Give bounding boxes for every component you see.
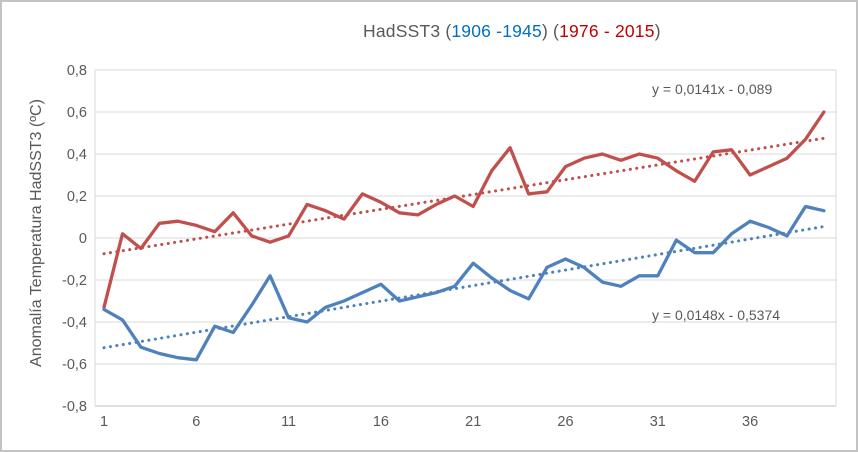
y-tick-label: 0 xyxy=(79,231,87,247)
title-suffix: ) xyxy=(654,21,661,41)
trendline-1976-2015 xyxy=(102,136,826,256)
y-tick-label: -0,4 xyxy=(62,315,87,331)
y-tick-label: -0,6 xyxy=(62,357,87,373)
y-tick-label: 0,8 xyxy=(67,63,87,79)
x-tick-label: 6 xyxy=(192,414,200,430)
y-axis-title: Anomalía Temperatura HadSST3 (ºC) xyxy=(28,99,45,367)
y-tick-label: -0,2 xyxy=(62,273,87,289)
x-tick-label: 21 xyxy=(465,414,481,430)
x-tick-label: 26 xyxy=(557,414,573,430)
series-line-1906-1945 xyxy=(102,204,826,362)
x-tick-label: 36 xyxy=(742,414,758,430)
chart-title: HadSST3 (1906 -1945) (1976 - 2015) xyxy=(363,21,661,42)
title-period-1906-1945: 1906 -1945 xyxy=(451,21,542,41)
y-tick-label: 0,2 xyxy=(67,189,87,205)
x-tick-label: 31 xyxy=(650,414,666,430)
x-tick-label: 11 xyxy=(281,414,296,430)
y-tick-label: 0,4 xyxy=(67,147,87,163)
trendline-equation-blue: y = 0,0148x - 0,5374 xyxy=(652,307,781,323)
x-tick-label: 1 xyxy=(100,414,108,430)
title-separator: ) ( xyxy=(541,21,560,41)
series-line-1976-2015 xyxy=(102,110,826,309)
title-prefix: HadSST3 ( xyxy=(363,21,452,41)
trendline-equation-red: y = 0,0141x - 0,089 xyxy=(652,81,773,97)
x-tick-label: 16 xyxy=(373,414,389,430)
trendline-1906-1945 xyxy=(102,224,826,350)
y-tick-label: -0,8 xyxy=(62,399,87,415)
title-period-1976-2015: 1976 - 2015 xyxy=(559,21,655,41)
y-tick-label: 0,6 xyxy=(67,105,87,121)
